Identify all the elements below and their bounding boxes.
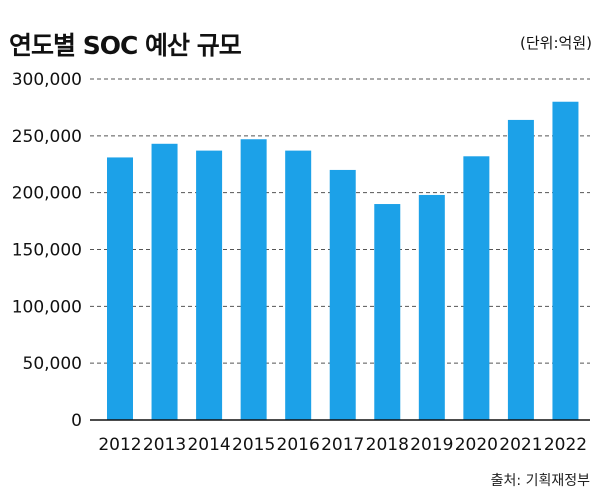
x-tick-label: 2019	[410, 435, 453, 455]
bar-2012	[107, 157, 133, 420]
unit-label: (단위:억원)	[520, 34, 592, 52]
bar-2013	[151, 143, 178, 421]
y-tick-label: 0	[71, 411, 82, 431]
bar-2022	[552, 101, 579, 420]
x-tick-label: 2016	[277, 435, 320, 455]
x-tick-label: 2013	[143, 435, 186, 455]
y-tick-label: 200,000	[12, 184, 82, 204]
y-tick-label: 100,000	[12, 297, 82, 317]
y-tick-label: 150,000	[12, 241, 82, 261]
bar-2021	[507, 119, 534, 421]
x-tick-label: 2021	[499, 435, 542, 455]
source-note: 출처: 기획재정부	[490, 473, 590, 489]
x-tick-label: 2015	[232, 435, 275, 455]
y-tick-label: 250,000	[12, 127, 82, 147]
x-tick-label: 2017	[321, 435, 364, 455]
chart-title: 연도별 SOC 예산 규모	[9, 31, 242, 60]
x-tick-label: 2014	[187, 435, 230, 455]
y-tick-label: 300,000	[12, 70, 82, 90]
bar-2017	[329, 169, 356, 420]
bar-2020	[463, 156, 490, 420]
bar-2015	[240, 139, 267, 420]
bar-2014	[196, 150, 223, 421]
x-tick-label: 2018	[366, 435, 409, 455]
x-tick-label: 2012	[98, 435, 141, 455]
bar-2018	[374, 204, 401, 420]
bar-2016	[285, 150, 312, 421]
x-tick-label: 2020	[455, 435, 498, 455]
y-tick-label: 50,000	[23, 354, 82, 374]
x-tick-label: 2022	[544, 435, 587, 455]
bar-2019	[418, 194, 445, 420]
